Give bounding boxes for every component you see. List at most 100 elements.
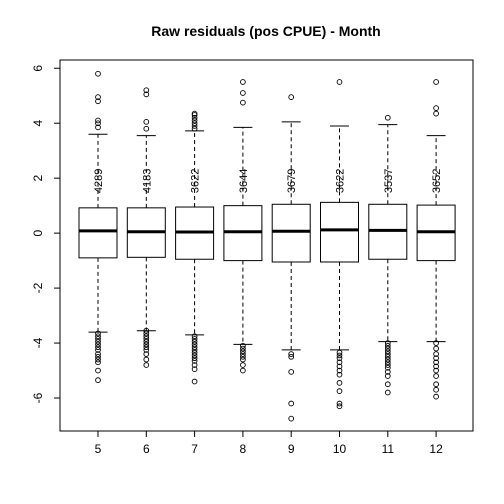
y-tick-label: 6 [31,65,45,72]
outlier-point [95,353,101,360]
outlier-point [143,330,150,337]
x-tick-label: 8 [240,442,247,456]
outlier-point [336,403,343,410]
outlier-point [191,362,198,368]
outlier-point [191,123,198,129]
chart-title: Raw residuals (pos CPUE) - Month [151,23,380,39]
outlier-point [384,359,391,366]
outlier-point [95,356,101,363]
outlier-point [288,94,295,100]
outlier-point [336,371,343,378]
outlier-point [384,364,391,371]
outlier-point [336,359,343,366]
y-tick-label: -4 [31,337,45,348]
outlier-point [191,349,198,356]
outlier-point [191,117,198,124]
outlier-point [240,90,246,96]
outlier-point [288,400,295,407]
outlier-point [95,336,101,342]
x-tick-label: 10 [333,442,347,456]
x-axis: 5 6 7 8 9 10 11 12 [95,431,443,456]
outlier-point [240,362,246,368]
outlier-point [433,381,439,388]
box-month-5: 4289 [78,70,118,384]
box-month-9: 3679 [271,94,311,422]
plot-frame [59,59,474,432]
y-tick-label: 2 [31,175,45,182]
outlier-point [433,373,439,379]
outlier-point [240,99,246,106]
outlier-point [191,336,198,342]
outlier-point [288,415,295,422]
outlier-point [95,120,101,127]
x-tick-label: 12 [429,442,443,456]
count-label: 3622 [335,169,347,193]
outlier-point [433,79,439,85]
outlier-point [143,344,150,351]
outlier-point [240,367,246,374]
outlier-point [384,362,391,368]
outlier-point [433,110,439,117]
outlier-point [95,341,101,348]
outlier-point [384,369,391,375]
outlier-point [384,373,391,379]
outlier-point [95,330,101,337]
y-tick-label: -6 [31,392,45,403]
y-tick-label: -2 [31,282,45,293]
outlier-point [95,98,101,105]
outlier-point [384,342,391,349]
outlier-point [191,378,198,385]
x-tick-label: 11 [382,442,395,456]
count-label: 3644 [238,169,250,193]
box-month-7: 3622 [175,110,215,385]
iqr-box [78,207,118,259]
outlier-point [95,94,101,100]
outlier-point [191,120,198,127]
outlier-point [240,351,246,357]
outlier-point [336,349,343,356]
outlier-point [143,347,150,353]
outlier-point [384,356,391,363]
outlier-point [384,345,391,352]
x-tick-label: 7 [191,442,198,456]
outlier-point [143,341,150,348]
x-tick-label: 5 [95,442,102,456]
count-label: 4183 [141,169,153,193]
outlier-point [384,353,391,360]
outlier-point [240,348,246,355]
box-month-8: 3644 [223,79,263,374]
outlier-point [143,91,150,98]
outlier-point [191,355,198,362]
outlier-point [95,377,101,384]
outlier-point [433,345,439,352]
outlier-point [336,352,343,359]
outlier-point [433,359,439,366]
outlier-point [95,367,101,374]
x-tick-label: 6 [143,442,150,456]
outlier-point [143,356,150,363]
count-label: 3679 [286,169,298,193]
outlier-point [240,353,246,360]
outlier-point [191,358,198,364]
outlier-point [384,381,391,388]
outlier-point [95,344,101,351]
outlier-point [240,79,246,85]
y-axis: 6 4 2 0 -2 -4 -6 [31,65,60,403]
outlier-point [433,355,439,362]
x-tick-label: 9 [288,442,295,456]
outlier-point [143,118,150,125]
count-label: 4289 [93,169,105,193]
outlier-point [384,351,391,357]
outlier-point [384,114,391,121]
outlier-point [95,351,101,357]
outlier-point [433,363,439,370]
outlier-point [143,362,150,368]
y-tick-label: 0 [31,229,45,236]
outlier-point [336,380,343,386]
outlier-point [288,369,295,375]
outlier-point [433,393,439,400]
outlier-point [95,70,101,77]
iqr-box [320,201,359,263]
outlier-point [95,347,101,353]
